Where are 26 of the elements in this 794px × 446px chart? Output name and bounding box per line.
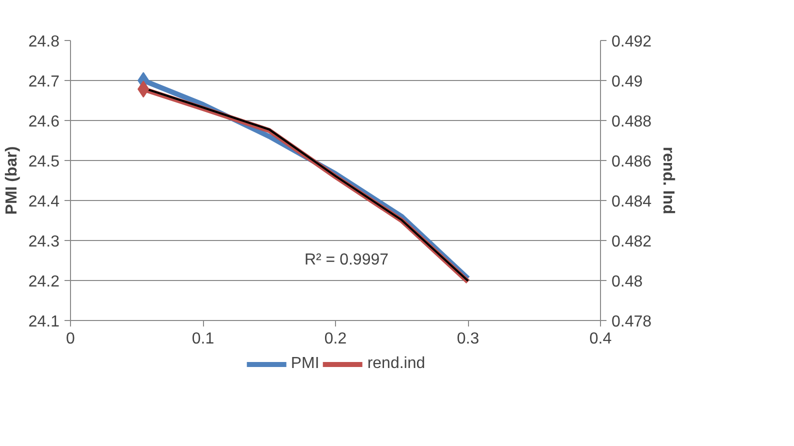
y2-tick-label: 0.484 (612, 194, 652, 210)
y2-tick-label: 0.482 (612, 234, 652, 250)
y2-tick-label: 0.486 (612, 154, 652, 170)
y-tick-label: 24.4 (28, 194, 60, 210)
legend-label: PMI (290, 355, 320, 373)
y-tick-label: 24.7 (28, 74, 60, 90)
y-tick-label: 24.1 (28, 314, 60, 330)
y-tick-label: 24.8 (28, 34, 60, 50)
y-tick-label: 24.3 (28, 234, 60, 250)
y2-tick-label: 0.492 (612, 34, 652, 50)
y2-tick-label: 0.49 (612, 74, 643, 90)
y-tick-label: 24.6 (28, 114, 60, 130)
x-tick-label: 0.3 (456, 330, 480, 348)
x-tick-label: 0.1 (192, 330, 214, 348)
legend-label: rend.ind (367, 355, 426, 373)
annotation: R² = 0.9997 (304, 252, 389, 268)
y-tick-label: 24.2 (28, 274, 60, 290)
x-tick-label: 0.4 (589, 330, 612, 348)
y2-tick-label: 0.488 (612, 114, 652, 130)
y2-axis-title: rend. Ind (660, 146, 677, 214)
x-tick-label: 0.2 (324, 330, 347, 348)
x-tick-label: 0 (66, 330, 76, 348)
y-axis-title: PMI (bar) (3, 146, 20, 215)
y-tick-label: 24.5 (28, 154, 60, 170)
y2-tick-label: 0.478 (612, 314, 652, 330)
y2-tick-label: 0.48 (612, 274, 643, 290)
